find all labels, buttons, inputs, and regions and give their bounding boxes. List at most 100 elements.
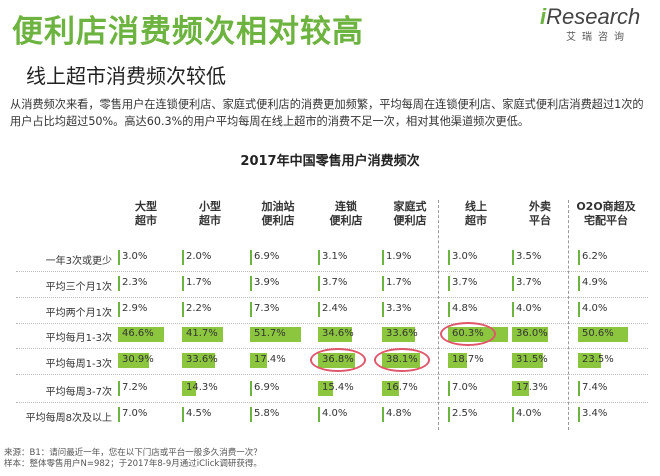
value-label: 6.9% xyxy=(254,382,280,393)
row-label: 平均每月1-3次 xyxy=(45,333,112,344)
value-bar xyxy=(118,327,164,342)
value-bar xyxy=(578,381,580,396)
table-cell: 7.4% xyxy=(578,381,642,396)
value-label: 3.0% xyxy=(122,251,148,262)
value-label: 16.7% xyxy=(386,382,418,393)
value-label: 2.9% xyxy=(122,303,148,314)
value-bar xyxy=(318,381,333,396)
value-label: 3.7% xyxy=(452,277,478,288)
value-bar xyxy=(512,353,543,368)
value-bar xyxy=(182,381,196,396)
description-text: 从消费频次来看，零售用户在连锁便利店、家庭式便利店的消费更加频繁，平均每周在连锁… xyxy=(10,98,644,128)
value-bar xyxy=(182,407,184,422)
table-cell: 4.0% xyxy=(578,302,642,317)
value-bar xyxy=(182,276,184,291)
value-bar xyxy=(382,381,399,396)
row-separator xyxy=(16,297,648,298)
column-header: 加油站 便利店 xyxy=(261,200,295,227)
value-label: 7.3% xyxy=(254,303,280,314)
value-bar xyxy=(448,381,450,396)
value-label: 33.6% xyxy=(186,354,218,365)
value-label: 18.7% xyxy=(452,354,484,365)
value-label: 3.7% xyxy=(322,277,348,288)
table-cell: 16.7% xyxy=(382,381,446,396)
table-cell: 4.0% xyxy=(318,407,382,422)
value-label: 17.4% xyxy=(254,354,286,365)
value-label: 3.3% xyxy=(386,303,412,314)
highlight-circle xyxy=(374,348,430,372)
table-cell: 7.2% xyxy=(118,381,182,396)
table-cell: 3.0% xyxy=(448,250,512,265)
row-label: 一年3次或更少 xyxy=(45,256,112,267)
value-bar xyxy=(448,353,467,368)
value-bar xyxy=(512,302,514,317)
value-label: 2.4% xyxy=(322,303,348,314)
value-bar xyxy=(182,250,184,265)
value-label: 4.0% xyxy=(322,408,348,419)
table-cell: 18.7% xyxy=(448,353,512,368)
value-label: 3.7% xyxy=(516,277,542,288)
value-label: 2.5% xyxy=(452,408,478,419)
row-label: 平均两个月1次 xyxy=(45,308,112,319)
value-label: 1.7% xyxy=(186,277,212,288)
table-cell: 3.5% xyxy=(512,250,576,265)
table-cell: 4.8% xyxy=(382,407,446,422)
value-label: 15.4% xyxy=(322,382,354,393)
value-bar xyxy=(512,381,529,396)
value-label: 30.9% xyxy=(122,354,154,365)
value-bar xyxy=(578,250,580,265)
value-bar xyxy=(512,327,548,342)
value-bar xyxy=(318,302,320,317)
value-label: 31.5% xyxy=(516,354,548,365)
column-header: O2O商超及 宅配平台 xyxy=(576,200,636,227)
value-bar xyxy=(448,407,450,422)
group-divider xyxy=(438,200,439,430)
table-cell: 7.3% xyxy=(250,302,314,317)
value-bar xyxy=(250,327,301,342)
value-bar xyxy=(318,407,320,422)
value-bar xyxy=(318,250,320,265)
value-bar xyxy=(118,276,120,291)
table-cell: 1.7% xyxy=(382,276,446,291)
row-separator xyxy=(16,323,648,324)
table-cell: 7.0% xyxy=(448,381,512,396)
table-cell: 1.7% xyxy=(182,276,246,291)
value-label: 4.0% xyxy=(582,303,608,314)
value-label: 17.3% xyxy=(516,382,548,393)
footnote-sample: 样本：整体零售用户N=982；于2017年8-9月通过iClick调研获得。 xyxy=(4,459,262,469)
value-label: 6.2% xyxy=(582,251,608,262)
value-label: 6.9% xyxy=(254,251,280,262)
value-label: 7.0% xyxy=(452,382,478,393)
value-bar xyxy=(118,381,120,396)
value-bar xyxy=(250,276,252,291)
table-cell: 3.1% xyxy=(318,250,382,265)
table-cell: 34.6% xyxy=(318,327,382,342)
value-bar xyxy=(118,250,120,265)
value-label: 33.6% xyxy=(386,328,418,339)
value-label: 2.0% xyxy=(186,251,212,262)
value-label: 1.9% xyxy=(386,251,412,262)
row-label: 平均三个月1次 xyxy=(45,282,112,293)
table-cell: 14.3% xyxy=(182,381,246,396)
column-header: 大型 超市 xyxy=(135,200,157,227)
table-cell: 31.5% xyxy=(512,353,576,368)
table-cell: 51.7% xyxy=(250,327,314,342)
chart-title: 2017年中国零售用户消费频次 xyxy=(240,154,420,169)
table-cell: 3.3% xyxy=(382,302,446,317)
row-label: 平均每周1-3次 xyxy=(45,359,112,370)
value-label: 23.5% xyxy=(582,354,614,365)
value-bar xyxy=(578,302,580,317)
column-header: 小型 超市 xyxy=(199,200,221,227)
value-bar xyxy=(512,407,514,422)
table-cell: 50.6% xyxy=(578,327,642,342)
value-label: 51.7% xyxy=(254,328,286,339)
value-label: 3.0% xyxy=(452,251,478,262)
highlight-circle xyxy=(440,322,496,346)
table-cell: 3.0% xyxy=(118,250,182,265)
value-bar xyxy=(250,250,252,265)
value-bar xyxy=(382,327,415,342)
value-bar xyxy=(578,407,580,422)
value-label: 46.6% xyxy=(122,328,154,339)
table-cell: 3.4% xyxy=(578,407,642,422)
value-label: 4.8% xyxy=(386,408,412,419)
